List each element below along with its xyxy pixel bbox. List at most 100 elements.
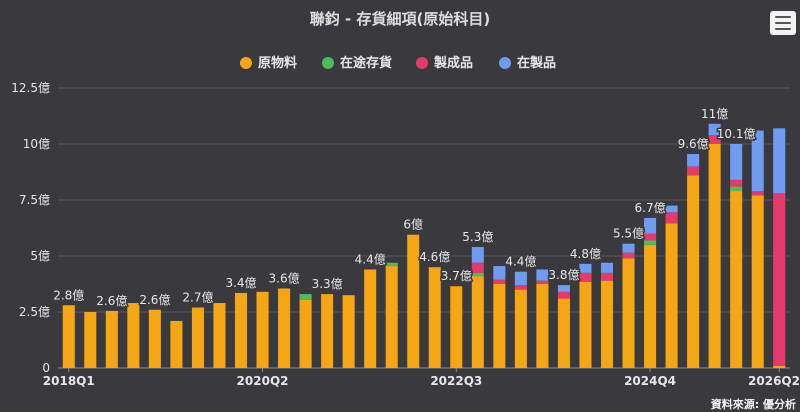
bar-segment[interactable] <box>644 233 657 241</box>
bar-segment[interactable] <box>471 272 484 277</box>
bar-stack[interactable] <box>665 205 678 368</box>
bar-segment[interactable] <box>687 175 700 368</box>
bar-segment[interactable] <box>730 179 743 187</box>
bar-segment[interactable] <box>493 284 506 368</box>
legend[interactable]: 原物料 在途存貨 製成品 在製品 <box>240 55 556 71</box>
bar-stack[interactable] <box>730 144 743 368</box>
bar-segment[interactable] <box>730 144 743 180</box>
bar-segment[interactable] <box>127 303 140 368</box>
legend-item[interactable]: 在製品 <box>499 55 556 71</box>
bar-segment[interactable] <box>471 247 484 263</box>
bar-segment[interactable] <box>708 135 721 144</box>
bar-segment[interactable] <box>536 269 549 281</box>
bar-segment[interactable] <box>278 288 291 368</box>
bars[interactable] <box>62 123 786 368</box>
bar-stack[interactable] <box>84 312 97 368</box>
bar-segment[interactable] <box>622 252 635 259</box>
bar-segment[interactable] <box>471 262 484 273</box>
bar-stack[interactable] <box>622 243 635 368</box>
bar-segment[interactable] <box>450 286 463 368</box>
bar-stack[interactable] <box>105 310 118 368</box>
bar-segment[interactable] <box>730 191 743 368</box>
bar-segment[interactable] <box>622 258 635 368</box>
bar-segment[interactable] <box>557 291 570 299</box>
bar-segment[interactable] <box>428 267 441 368</box>
bar-segment[interactable] <box>773 365 786 368</box>
bar-segment[interactable] <box>256 291 269 368</box>
bar-segment[interactable] <box>579 263 592 273</box>
bar-segment[interactable] <box>385 266 398 368</box>
bar-stack[interactable] <box>557 285 570 368</box>
bar-segment[interactable] <box>536 280 549 284</box>
bar-stack[interactable] <box>170 320 183 368</box>
legend-item[interactable]: 製成品 <box>416 55 473 71</box>
bar-segment[interactable] <box>644 244 657 368</box>
bar-segment[interactable] <box>170 320 183 368</box>
bar-segment[interactable] <box>665 205 678 213</box>
bar-segment[interactable] <box>213 303 226 368</box>
bar-segment[interactable] <box>62 305 75 368</box>
bar-stack[interactable] <box>191 307 204 368</box>
legend-item[interactable]: 原物料 <box>240 55 297 71</box>
bar-segment[interactable] <box>665 223 678 368</box>
bar-stack[interactable] <box>234 292 248 368</box>
bar-stack[interactable] <box>127 303 140 368</box>
bar-segment[interactable] <box>730 186 743 192</box>
bar-segment[interactable] <box>600 272 614 281</box>
bar-segment[interactable] <box>665 212 678 224</box>
bar-stack[interactable] <box>600 262 614 368</box>
bar-stack[interactable] <box>493 266 506 368</box>
bar-stack[interactable] <box>364 269 377 368</box>
bar-segment[interactable] <box>687 166 700 176</box>
bar-segment[interactable] <box>471 276 484 368</box>
bar-segment[interactable] <box>600 262 614 273</box>
bar-stack[interactable] <box>428 267 441 368</box>
bar-segment[interactable] <box>514 289 527 368</box>
bar-segment[interactable] <box>579 272 592 282</box>
bar-segment[interactable] <box>579 281 592 368</box>
bar-stack[interactable] <box>579 263 592 368</box>
bar-segment[interactable] <box>600 280 614 368</box>
bar-segment[interactable] <box>557 298 570 368</box>
bar-segment[interactable] <box>385 262 398 267</box>
bar-stack[interactable] <box>644 217 657 368</box>
bar-segment[interactable] <box>191 307 204 368</box>
bar-stack[interactable] <box>299 294 312 368</box>
bar-segment[interactable] <box>644 217 657 234</box>
bar-stack[interactable] <box>148 309 161 368</box>
bar-stack[interactable] <box>536 269 549 368</box>
bar-stack[interactable] <box>751 130 764 368</box>
bar-stack[interactable] <box>773 128 786 368</box>
bar-segment[interactable] <box>493 266 506 280</box>
bar-segment[interactable] <box>514 271 527 286</box>
bar-segment[interactable] <box>557 285 570 292</box>
bar-stack[interactable] <box>687 154 700 368</box>
bar-segment[interactable] <box>407 234 420 368</box>
bar-segment[interactable] <box>148 309 161 368</box>
bar-stack[interactable] <box>385 262 398 368</box>
bar-segment[interactable] <box>536 284 549 368</box>
bar-segment[interactable] <box>751 130 764 192</box>
bar-segment[interactable] <box>342 295 355 368</box>
bar-stack[interactable] <box>708 123 721 368</box>
bar-segment[interactable] <box>299 294 312 300</box>
bar-segment[interactable] <box>708 123 721 136</box>
bar-segment[interactable] <box>773 193 786 366</box>
bar-segment[interactable] <box>364 269 377 368</box>
bar-segment[interactable] <box>644 240 657 245</box>
bar-stack[interactable] <box>213 303 226 368</box>
hamburger-menu-icon[interactable] <box>770 11 796 35</box>
bar-stack[interactable] <box>321 294 334 368</box>
legend-item[interactable]: 在途存貨 <box>322 55 392 71</box>
bar-stack[interactable] <box>62 305 75 368</box>
bar-segment[interactable] <box>622 243 635 253</box>
bar-stack[interactable] <box>278 288 291 368</box>
bar-segment[interactable] <box>751 191 764 196</box>
bar-segment[interactable] <box>321 294 334 368</box>
bar-segment[interactable] <box>708 144 721 368</box>
bar-segment[interactable] <box>84 312 97 368</box>
bar-segment[interactable] <box>299 299 312 368</box>
bar-segment[interactable] <box>514 285 527 290</box>
bar-stack[interactable] <box>514 271 527 368</box>
bar-stack[interactable] <box>407 234 420 368</box>
